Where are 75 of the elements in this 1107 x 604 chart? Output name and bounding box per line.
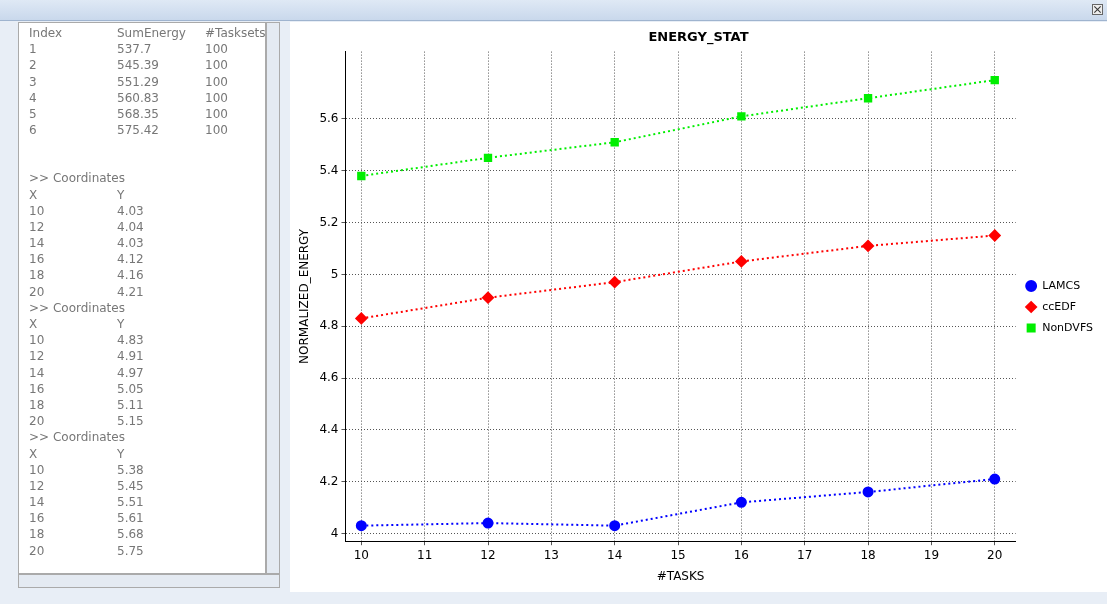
- text: 18 4.16: [29, 268, 144, 283]
- text: 14 5.51: [29, 495, 144, 510]
- text: 12 5.45: [29, 478, 144, 493]
- x-tick-label: 15: [670, 547, 686, 562]
- text: 2 545.39 100: [29, 58, 228, 73]
- y-tick-label: 4.8: [319, 318, 339, 333]
- text: 4 560.83 100: [29, 90, 228, 105]
- text: 1 537.7 100: [29, 42, 228, 57]
- point: [610, 138, 619, 147]
- legend-label: ccEDF: [1042, 299, 1076, 313]
- chart-title: ENERGY_STAT: [648, 29, 749, 46]
- point: [862, 486, 874, 498]
- y-tick-label: 4.4: [319, 421, 339, 436]
- point: [608, 276, 621, 289]
- point: [863, 94, 873, 103]
- x-tick-label: 18: [860, 547, 876, 562]
- point: [482, 517, 494, 529]
- point: [862, 239, 875, 252]
- text: 10 4.03: [29, 203, 144, 218]
- text: 18 5.11: [29, 397, 144, 412]
- text: 20 5.75: [29, 543, 144, 558]
- x-tick-label: 16: [733, 547, 750, 562]
- point: [483, 153, 493, 162]
- text: 10 5.38: [29, 462, 144, 477]
- text: X Y: [29, 187, 125, 202]
- legend-label: LAMCS: [1042, 278, 1081, 292]
- text: 20 4.21: [29, 284, 144, 299]
- x-axis-title: #TASKS: [656, 568, 705, 583]
- text: 16 5.05: [29, 381, 144, 396]
- x-tick-label: 20: [987, 547, 1003, 562]
- point: [355, 312, 368, 325]
- x-tick-label: 19: [923, 547, 940, 562]
- point: [737, 112, 746, 121]
- text: >> Coordinates: [28, 429, 125, 446]
- point: [990, 75, 999, 85]
- text: X Y: [29, 317, 125, 331]
- text: 16 5.61: [29, 511, 144, 526]
- text: 5 568.35 100: [29, 106, 228, 121]
- text: >> Coordinates: [28, 170, 125, 187]
- y-tick-label: 5: [330, 266, 339, 281]
- y-tick-label: 4.2: [319, 473, 339, 488]
- point: [357, 171, 366, 181]
- x-tick-label: 11: [417, 547, 433, 562]
- text: 14 4.97: [29, 365, 144, 380]
- y-tick-label: 5.6: [319, 111, 339, 126]
- text: 16 4.12: [29, 252, 144, 267]
- text: 14 4.03: [29, 236, 144, 251]
- y-tick-label: 5.2: [319, 214, 339, 229]
- legend-label: NonDVFS: [1042, 320, 1094, 334]
- point: [989, 473, 1001, 485]
- text: 12 4.04: [29, 219, 144, 234]
- text: 12 4.91: [29, 349, 144, 364]
- x-tick-label: 17: [797, 547, 813, 562]
- point: [482, 291, 495, 304]
- y-tick-label: 4: [330, 525, 339, 540]
- y-axis-title: NORMALIZED_ENERGY: [297, 228, 312, 364]
- text: X Y: [29, 446, 125, 461]
- text: 20 5.15: [29, 414, 144, 429]
- text: 18 5.68: [29, 527, 144, 542]
- text: >> Coordinates: [28, 299, 125, 317]
- x-tick-label: 10: [353, 547, 369, 562]
- point: [735, 496, 747, 508]
- y-tick-label: 5.4: [319, 162, 339, 177]
- point: [355, 520, 367, 532]
- text: 10 4.83: [29, 333, 144, 348]
- point: [988, 229, 1001, 242]
- text: Index SumEnergy #Tasksets: [29, 26, 266, 40]
- y-tick-label: 4.6: [319, 370, 339, 385]
- x-tick-label: 13: [543, 547, 559, 562]
- text: 3 551.29 100: [29, 74, 228, 89]
- x-tick-label: 14: [607, 547, 623, 562]
- point: [609, 520, 621, 532]
- text: 6 575.42 100: [29, 123, 228, 138]
- x-tick-label: 12: [480, 547, 496, 562]
- point: [735, 255, 748, 268]
